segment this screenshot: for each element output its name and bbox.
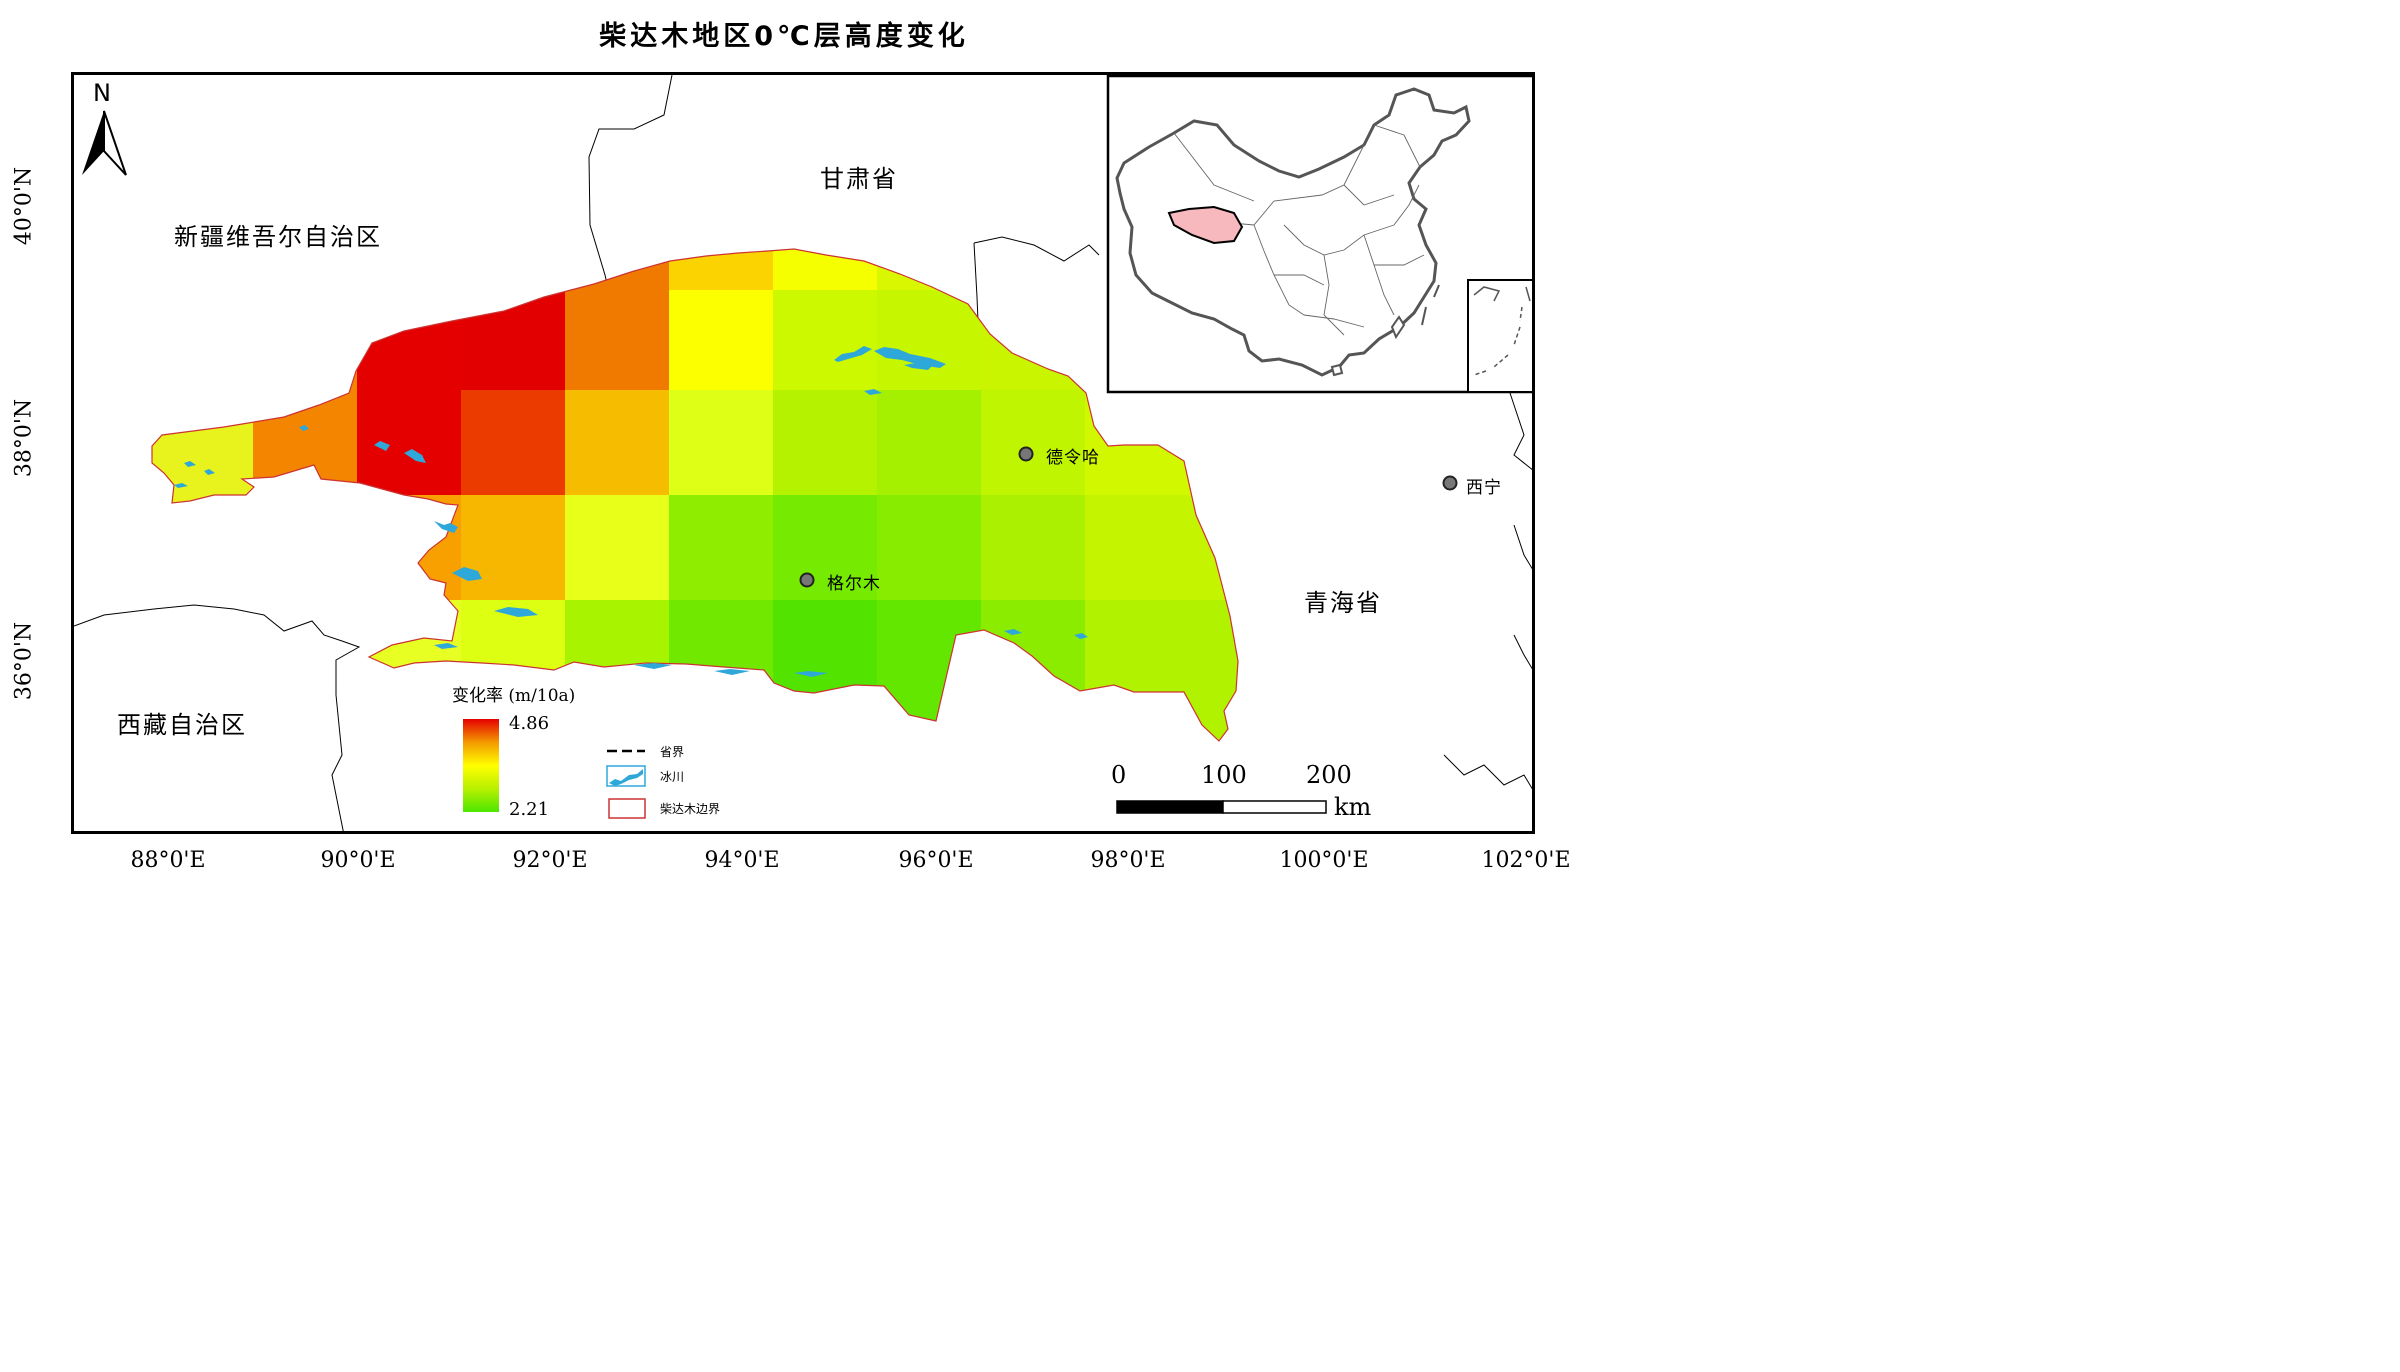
scale-unit: km [1334,793,1372,821]
rate-max-label: 4.86 [509,713,550,734]
basin-boundary-legend-label: 柴达木边界 [660,802,721,816]
xining-label: 西宁 [1466,478,1502,498]
x-tick: 94°0'E [704,848,780,873]
delingha-marker [1018,446,1034,462]
map-canvas [74,75,1532,831]
glacier-swatch [606,765,646,787]
scale-label-200: 200 [1306,761,1352,789]
scale-label-0: 0 [1111,761,1127,789]
y-tick: 40°0'N [11,166,37,246]
y-tick: 38°0'N [11,398,37,478]
rate-legend-title: 变化率 (m/10a) [452,686,576,706]
delingha-label: 德令哈 [1046,448,1100,468]
rate-min-label: 2.21 [509,799,550,820]
city-markers [799,446,1458,588]
province-boundaries [74,75,1532,831]
tibet-label: 西藏自治区 [117,711,247,739]
qinghai-label: 青海省 [1304,589,1382,617]
inset-china-map [1106,75,1532,394]
scale-label-100: 100 [1201,761,1247,789]
golmud-label: 格尔木 [827,574,881,594]
xinjiang-label: 新疆维吾尔自治区 [174,223,382,251]
glacier-patches [174,346,1088,677]
x-tick: 100°0'E [1279,848,1369,873]
china-outline [1115,87,1471,377]
rate-color-ramp [463,719,499,812]
basin-boundary-swatch [608,798,646,819]
map-title: 柴达木地区0℃层高度变化 [599,21,969,52]
scale-bar [1116,800,1327,814]
x-tick: 90°0'E [320,848,396,873]
qaidam-inset-highlight [1167,205,1244,245]
x-tick: 92°0'E [512,848,588,873]
symbol-legend [606,749,646,819]
y-tick: 36°0'N [11,621,37,701]
x-tick: 96°0'E [898,848,974,873]
x-tick: 102°0'E [1481,848,1571,873]
x-tick: 98°0'E [1090,848,1166,873]
gansu-label: 甘肃省 [820,165,898,193]
north-arrow [82,110,127,176]
x-tick: 88°0'E [130,848,206,873]
province-boundary-legend-label: 省界 [660,745,685,759]
map-frame: 新疆维吾尔自治区 甘肃省 西藏自治区 青海省 德令哈 格尔木 西宁 N 变化率 … [71,72,1535,834]
north-label: N [93,79,111,107]
glacier-legend-label: 冰川 [660,770,685,784]
xining-marker [1442,475,1458,491]
golmud-marker [799,572,815,588]
